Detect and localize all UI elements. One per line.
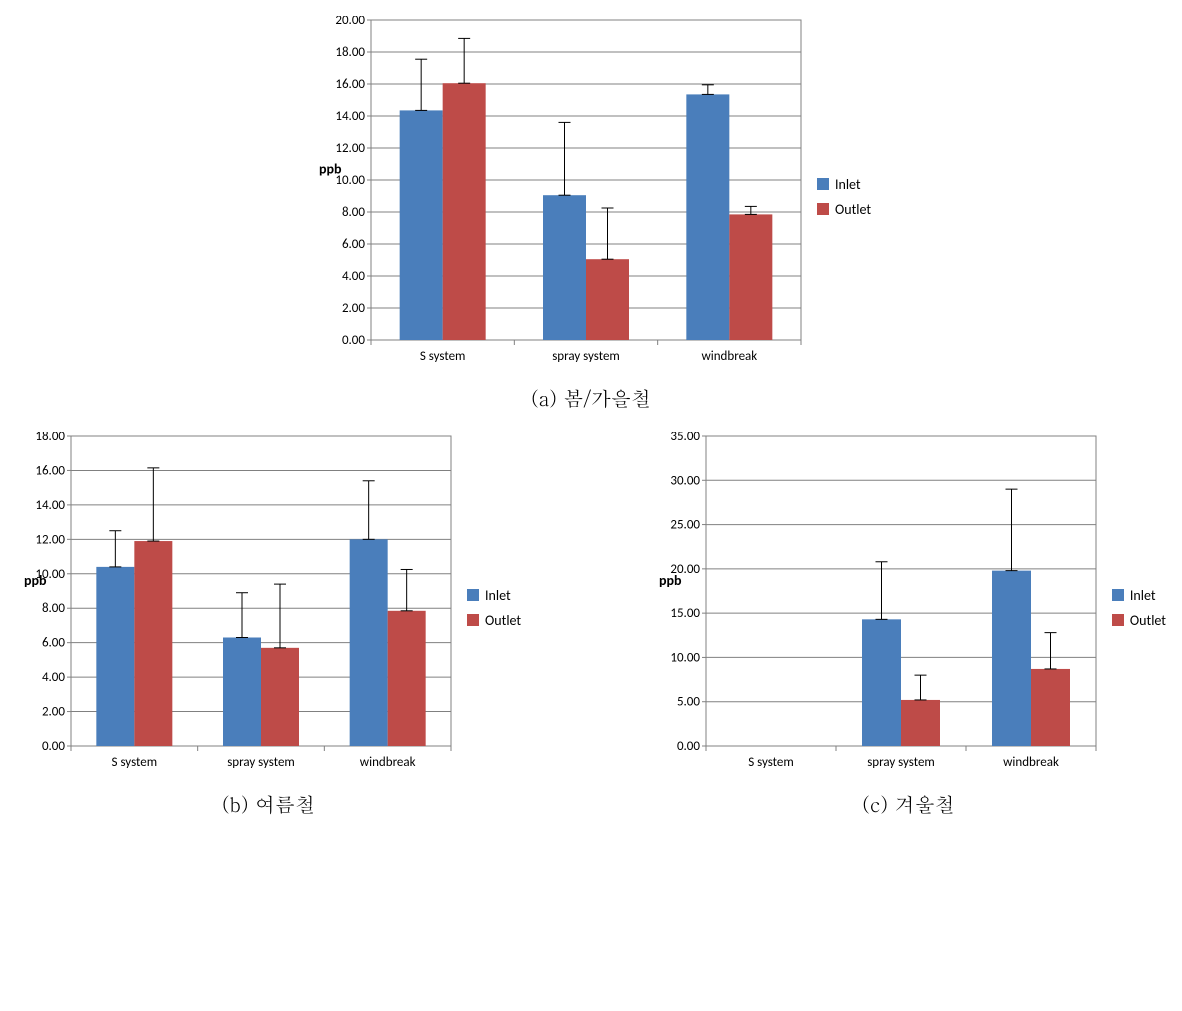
svg-text:ppb: ppb: [659, 572, 682, 589]
legend-a: Inlet Outlet: [817, 168, 871, 226]
legend-swatch-outlet: [817, 203, 829, 215]
panel-b: 0.002.004.006.008.0010.0012.0014.0016.00…: [16, 432, 521, 818]
bottom-row: 0.00 2.00 4.00 6.00 8.00 10.00 12.00 14.00 16.00…: [16, 432, 1166, 818]
svg-text:12.00: 12.00: [35, 532, 65, 547]
svg-text:spray system: spray system: [227, 755, 295, 770]
svg-text:6.00: 6.00: [42, 636, 65, 651]
legend-item-outlet: Outlet: [467, 612, 521, 629]
legend-swatch-outlet: [1112, 614, 1124, 626]
legend-label-outlet: Outlet: [835, 201, 871, 218]
panel-a-content: 0.002.004.006.008.0010.0012.0014.0016.00…: [311, 16, 871, 377]
svg-text:4.00: 4.00: [342, 269, 365, 284]
panel-a: 0.002.004.006.008.0010.0012.0014.0016.00…: [311, 16, 871, 412]
legend-item-inlet: Inlet: [817, 176, 871, 193]
legend-c: Inlet Outlet: [1112, 579, 1166, 637]
panel-c: 0.005.0010.0015.0020.0025.0030.0035.00S …: [651, 432, 1166, 818]
svg-text:15.00: 15.00: [670, 606, 700, 621]
legend-label-inlet: Inlet: [485, 587, 511, 604]
caption-c: (c) 겨울철: [862, 789, 955, 818]
svg-text:14.00: 14.00: [335, 109, 365, 124]
svg-text:windbreak: windbreak: [1003, 755, 1059, 770]
legend-label-inlet: Inlet: [1130, 587, 1156, 604]
svg-text:25.00: 25.00: [670, 518, 700, 533]
chart-c: 0.005.0010.0015.0020.0025.0030.0035.00S …: [651, 432, 1102, 783]
chart-b: 0.002.004.006.008.0010.0012.0014.0016.00…: [16, 432, 457, 783]
svg-text:18.00: 18.00: [35, 432, 65, 444]
svg-text:35.00: 35.00: [670, 432, 700, 444]
legend-label-outlet: Outlet: [1130, 612, 1166, 629]
svg-text:20.00: 20.00: [335, 16, 365, 28]
svg-text:4.00: 4.00: [42, 670, 65, 685]
panel-c-content: 0.005.0010.0015.0020.0025.0030.0035.00S …: [651, 432, 1166, 783]
svg-text:5.00: 5.00: [677, 695, 700, 710]
svg-text:6.00: 6.00: [342, 237, 365, 252]
chart-a: 0.002.004.006.008.0010.0012.0014.0016.00…: [311, 16, 807, 377]
legend-swatch-inlet: [817, 178, 829, 190]
svg-text:spray system: spray system: [552, 349, 620, 364]
svg-text:windbreak: windbreak: [701, 349, 757, 364]
legend-item-outlet: Outlet: [817, 201, 871, 218]
svg-text:12.00: 12.00: [335, 141, 365, 156]
caption-a: (a) 봄/가을철: [531, 383, 651, 412]
legend-item-outlet: Outlet: [1112, 612, 1166, 629]
svg-text:S system: S system: [112, 755, 158, 770]
svg-text:0.00: 0.00: [677, 739, 700, 754]
svg-text:18.00: 18.00: [335, 45, 365, 60]
svg-text:8.00: 8.00: [42, 601, 65, 616]
legend-item-inlet: Inlet: [1112, 587, 1166, 604]
svg-text:ppb: ppb: [24, 572, 47, 589]
legend-swatch-inlet: [467, 589, 479, 601]
caption-b: (b) 여름철: [222, 789, 315, 818]
figure: 0.00 2.00 4.00 6.00 8.00 10.00 12.00 14.00 16.00…: [16, 16, 1166, 818]
legend-swatch-inlet: [1112, 589, 1124, 601]
legend-swatch-outlet: [467, 614, 479, 626]
svg-text:2.00: 2.00: [42, 705, 65, 720]
svg-text:windbreak: windbreak: [360, 755, 416, 770]
svg-text:30.00: 30.00: [670, 473, 700, 488]
svg-text:14.00: 14.00: [35, 498, 65, 513]
svg-text:0.00: 0.00: [342, 333, 365, 348]
top-row: 0.002.004.006.008.0010.0012.0014.0016.00…: [16, 16, 1166, 412]
svg-text:16.00: 16.00: [335, 77, 365, 92]
svg-text:10.00: 10.00: [670, 650, 700, 665]
svg-text:16.00: 16.00: [35, 463, 65, 478]
svg-text:S system: S system: [420, 349, 466, 364]
svg-text:ppb: ppb: [319, 161, 342, 178]
svg-text:8.00: 8.00: [342, 205, 365, 220]
svg-text:spray system: spray system: [867, 755, 935, 770]
legend-b: Inlet Outlet: [467, 579, 521, 637]
legend-label-outlet: Outlet: [485, 612, 521, 629]
svg-text:2.00: 2.00: [342, 301, 365, 316]
svg-text:S system: S system: [748, 755, 794, 770]
legend-label-inlet: Inlet: [835, 176, 861, 193]
legend-item-inlet: Inlet: [467, 587, 521, 604]
svg-text:0.00: 0.00: [42, 739, 65, 754]
panel-b-content: 0.002.004.006.008.0010.0012.0014.0016.00…: [16, 432, 521, 783]
